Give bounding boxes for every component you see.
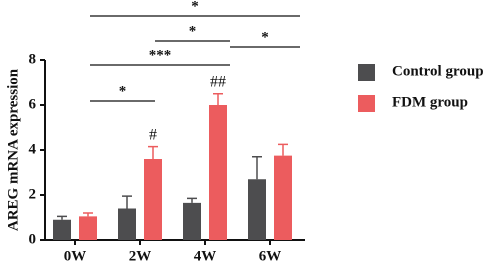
legend-swatch — [358, 95, 375, 112]
annotation: ## — [210, 73, 226, 90]
significance-label: * — [189, 23, 197, 39]
y-tick-label: 2 — [29, 186, 37, 202]
y-tick-label: 4 — [29, 141, 37, 157]
significance-label: *** — [149, 47, 172, 63]
bar — [209, 105, 227, 240]
x-tick-label: 6W — [259, 248, 282, 264]
x-tick-label: 2W — [129, 248, 152, 264]
y-tick-label: 8 — [29, 51, 37, 67]
annotation: # — [149, 126, 157, 143]
x-tick-label: 4W — [194, 248, 217, 264]
significance-label: * — [191, 0, 199, 14]
bar — [144, 159, 162, 240]
bar — [274, 155, 292, 240]
legend-label: Control group — [392, 63, 484, 79]
bar — [248, 179, 266, 240]
bar — [183, 202, 201, 240]
x-tick-label: 0W — [64, 248, 87, 264]
bar — [53, 219, 71, 240]
legend-swatch — [358, 64, 375, 81]
bar — [79, 216, 97, 240]
y-tick-label: 0 — [29, 231, 37, 247]
legend-label: FDM group — [392, 94, 468, 110]
y-tick-label: 6 — [29, 96, 37, 112]
significance-label: * — [119, 83, 127, 99]
significance-label: * — [261, 29, 269, 45]
bar — [118, 208, 136, 240]
y-axis-label: AREG mRNA expression — [5, 68, 21, 231]
